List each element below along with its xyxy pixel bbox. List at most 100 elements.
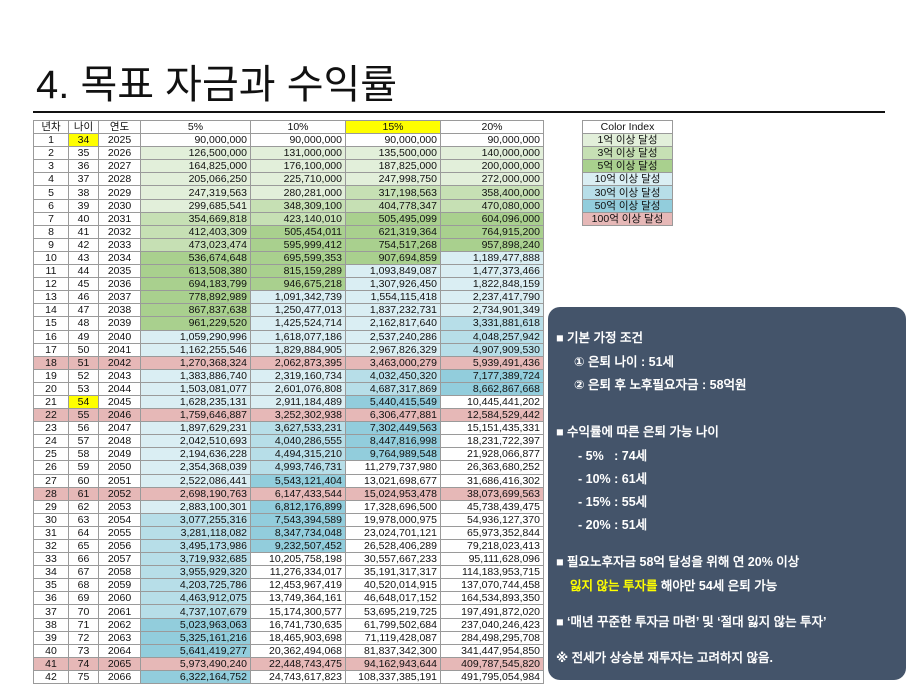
cell: 187,825,000 — [345, 159, 441, 174]
cell: 595,999,412 — [250, 237, 346, 252]
cell: 5,023,963,063 — [140, 617, 251, 632]
cell: 2036 — [98, 277, 141, 292]
cell: 536,674,648 — [140, 250, 251, 266]
row: 11 44 2035 613,508,380 815,159,289 1,093,849,… — [33, 264, 544, 279]
cell: 33 — [33, 552, 69, 567]
cell: 2043 — [98, 368, 141, 383]
cell: 48 — [68, 316, 99, 331]
cell: 2062 — [98, 617, 141, 632]
cell: 11 — [33, 264, 69, 279]
row: 23 56 2047 1,897,629,231 3,627,533,231 7,302,… — [33, 421, 544, 436]
cell: 205,066,250 — [140, 172, 251, 187]
cell: 2,194,636,228 — [140, 447, 251, 462]
cell: 5,325,161,216 — [140, 630, 251, 645]
cell: 1,425,524,714 — [250, 316, 346, 331]
item: - 5% : 74세 — [578, 449, 648, 463]
cell: 1,618,077,186 — [250, 329, 346, 344]
cell: 126,500,000 — [140, 146, 251, 161]
cell: 2,601,076,808 — [250, 381, 346, 396]
cell: 10,445,441,202 — [440, 394, 544, 410]
cell: 72 — [68, 630, 99, 645]
cell: 90,000,000 — [345, 133, 441, 148]
title-rule — [33, 111, 885, 113]
cell: 73 — [68, 643, 99, 658]
header-cell: 연도 — [98, 119, 141, 135]
cell: 13,749,364,161 — [250, 591, 346, 606]
cell: 284,498,295,708 — [440, 630, 544, 645]
cell: 40 — [68, 211, 99, 226]
cell: 66 — [68, 552, 99, 567]
row: 30 63 2054 3,077,255,316 7,543,394,589 19,978… — [33, 512, 544, 527]
cell: 69 — [68, 591, 99, 606]
cell: 5 — [33, 185, 69, 200]
cell: 6,147,433,544 — [250, 486, 346, 501]
cell: 2058 — [98, 565, 141, 580]
row: 41 74 2065 5,973,490,240 22,448,743,475 94,16… — [33, 656, 544, 671]
cell: 34 — [33, 565, 69, 580]
cell: 42 — [68, 237, 99, 252]
cell: 38 — [68, 185, 99, 200]
cell: 3,463,000,279 — [345, 355, 441, 370]
cell: 24,743,617,823 — [250, 669, 346, 684]
cell: 64 — [68, 525, 99, 541]
cell: 32 — [33, 538, 69, 554]
cell: 867,837,638 — [140, 303, 251, 318]
cell: 1,383,886,740 — [140, 368, 251, 383]
principle: ■ ‘매년 꾸준한 투자금 마련’ 및 ‘절대 잃지 않는 투자’ — [556, 615, 827, 629]
cell: 39 — [33, 630, 69, 645]
cell: 75 — [68, 669, 99, 684]
cell: 37 — [68, 172, 99, 187]
row: 8 41 2032 412,403,309 505,454,011 621,319,364… — [33, 224, 544, 239]
cell: 8,662,867,668 — [440, 381, 544, 396]
row: 4 37 2028 205,066,250 225,710,000 247,998,750… — [33, 172, 544, 187]
cell: 2,522,086,441 — [140, 473, 251, 488]
cell: 18,465,903,698 — [250, 630, 346, 645]
legend-row: 100억 이상 달성 — [582, 211, 673, 226]
cell: 12,453,967,419 — [250, 578, 346, 593]
cell: 8 — [33, 224, 69, 239]
cell: 348,309,100 — [250, 198, 346, 213]
cell: 10 — [33, 250, 69, 266]
cell: 34 — [68, 133, 99, 148]
row: 14 47 2038 867,837,638 1,250,477,013 1,837,23… — [33, 303, 544, 318]
cell: 2059 — [98, 578, 141, 593]
cell: 135,500,000 — [345, 146, 441, 161]
section-title: ■ 기본 가정 조건 — [556, 331, 643, 345]
cell: 60 — [68, 473, 99, 488]
cell: 31 — [33, 525, 69, 541]
row: 19 52 2043 1,383,886,740 2,319,160,734 4,032,… — [33, 368, 544, 383]
row: 9 42 2033 473,023,474 595,999,412 754,517,268… — [33, 237, 544, 252]
cell: 7,177,389,724 — [440, 368, 544, 383]
cell: 44 — [68, 264, 99, 279]
cell: 694,183,799 — [140, 277, 251, 292]
row: 22 55 2046 1,759,646,887 3,252,302,938 6,306,… — [33, 408, 544, 423]
cell: 2025 — [98, 133, 141, 148]
cell: 197,491,872,020 — [440, 604, 544, 619]
cell: 1,189,477,888 — [440, 250, 544, 266]
cell: 35 — [68, 146, 99, 161]
cell: 20 — [33, 381, 69, 396]
cell: 2041 — [98, 342, 141, 357]
cell: 1,837,232,731 — [345, 303, 441, 318]
cell: 5,973,490,240 — [140, 656, 251, 671]
cell: 15,174,300,577 — [250, 604, 346, 619]
highlight: 잃지 않는 투자를 — [570, 579, 658, 593]
row: 1 34 2025 90,000,000 90,000,000 90,000,000 90,… — [33, 133, 544, 148]
cell: 3 — [33, 159, 69, 174]
cell: 54,936,127,370 — [440, 512, 544, 527]
row: 34 67 2058 3,955,929,320 11,276,334,017 35,19… — [33, 565, 544, 580]
cell: 56 — [68, 421, 99, 436]
row: 38 71 2062 5,023,963,063 16,741,730,635 61,79… — [33, 617, 544, 632]
cell: 71,119,428,087 — [345, 630, 441, 645]
row: 18 51 2042 1,270,368,324 2,062,873,395 3,463,… — [33, 355, 544, 370]
row: 24 57 2048 2,042,510,693 4,040,286,555 8,447,… — [33, 434, 544, 449]
cell: 491,795,054,984 — [440, 669, 544, 684]
cell: 2 — [33, 146, 69, 161]
cell: 11,276,334,017 — [250, 565, 346, 580]
cell: 2045 — [98, 394, 141, 410]
conclusion-2: 잃지 않는 투자를 해야만 54세 은퇴 가능 — [570, 575, 777, 594]
cell: 2027 — [98, 159, 141, 174]
cell: 38,073,699,563 — [440, 486, 544, 501]
